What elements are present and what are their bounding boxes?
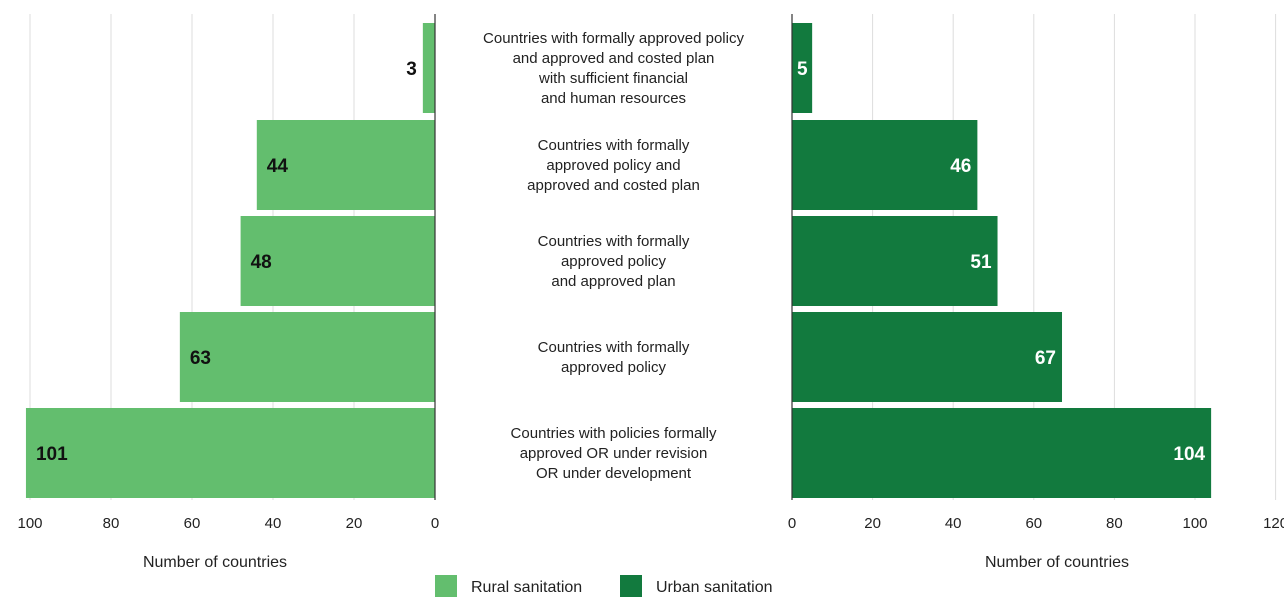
category-label-line: Countries with policies formally: [511, 425, 717, 442]
urban-value-label: 51: [970, 252, 992, 273]
left-tick-label: 60: [184, 515, 201, 532]
right-tick-label: 20: [864, 515, 881, 532]
urban-value-label: 46: [950, 156, 971, 177]
urban-value-label: 104: [1173, 444, 1205, 465]
left-tick-labels: 100 80 60 40 20 0: [17, 515, 439, 532]
left-tick-label: 100: [17, 515, 42, 532]
left-bars: [25, 23, 435, 498]
right-tick-labels: 0 20 40 60 80 100 120: [788, 515, 1284, 532]
category-label-line: approved OR under revision: [520, 445, 708, 462]
rural-bar: [256, 120, 435, 210]
right-tick-label: 120: [1263, 515, 1284, 532]
category-label-line: approved policy: [561, 253, 667, 270]
category-label: Countries with formally approved policy a…: [527, 137, 700, 194]
rural-value-label: 48: [251, 252, 272, 273]
category-label: Countries with formally approved policy a…: [483, 30, 744, 107]
category-label-line: approved and costed plan: [527, 177, 700, 194]
right-tick-label: 60: [1025, 515, 1042, 532]
rural-bar: [422, 23, 435, 113]
right-tick-label: 100: [1182, 515, 1207, 532]
category-label-line: approved policy: [561, 359, 667, 376]
category-label-line: Countries with formally: [538, 137, 690, 154]
category-label-line: and human resources: [541, 90, 686, 107]
legend-swatch-rural: [435, 575, 457, 597]
legend-label-rural: Rural sanitation: [471, 579, 582, 596]
urban-bar: [792, 312, 1063, 402]
category-label-line: Countries with formally: [538, 233, 690, 250]
category-label: Countries with formally approved policy an…: [538, 233, 690, 290]
right-tick-label: 0: [788, 515, 796, 532]
rural-bar: [240, 216, 435, 306]
left-tick-label: 20: [346, 515, 363, 532]
rural-bar: [25, 408, 435, 498]
urban-bar: [792, 120, 978, 210]
legend-swatch-urban: [620, 575, 642, 597]
left-tick-label: 80: [103, 515, 120, 532]
rural-value-label: 44: [267, 156, 289, 177]
category-labels: Countries with formally approved policy a…: [483, 30, 744, 482]
right-tick-label: 80: [1106, 515, 1123, 532]
value-labels: 3 44 48 63 101 5 46 51 67 104: [36, 59, 1206, 465]
category-label-line: OR under development: [536, 465, 692, 482]
urban-bar: [792, 216, 998, 306]
category-label: Countries with formally approved policy: [538, 339, 690, 376]
rural-value-label: 63: [190, 348, 211, 369]
rural-value-label: 101: [36, 444, 68, 465]
category-label-line: and approved plan: [551, 273, 675, 290]
left-axis-title: Number of countries: [143, 554, 287, 571]
right-axis-title: Number of countries: [985, 554, 1129, 571]
urban-bar: [792, 408, 1212, 498]
urban-value-label: 5: [797, 59, 808, 80]
category-label-line: approved policy and: [546, 157, 680, 174]
category-label: Countries with policies formally approved…: [511, 425, 717, 482]
left-tick-label: 0: [431, 515, 439, 532]
urban-bar: [792, 23, 813, 113]
category-label-line: with sufficient financial: [538, 70, 688, 87]
right-bars: [792, 23, 1212, 498]
category-label-line: and approved and costed plan: [513, 50, 715, 67]
rural-value-label: 3: [406, 59, 417, 80]
legend: Rural sanitation Urban sanitation: [435, 575, 773, 597]
rural-bar: [179, 312, 435, 402]
left-tick-label: 40: [265, 515, 282, 532]
urban-value-label: 67: [1035, 348, 1056, 369]
right-tick-label: 40: [945, 515, 962, 532]
category-label-line: Countries with formally: [538, 339, 690, 356]
legend-label-urban: Urban sanitation: [656, 579, 773, 596]
category-label-line: Countries with formally approved policy: [483, 30, 744, 47]
